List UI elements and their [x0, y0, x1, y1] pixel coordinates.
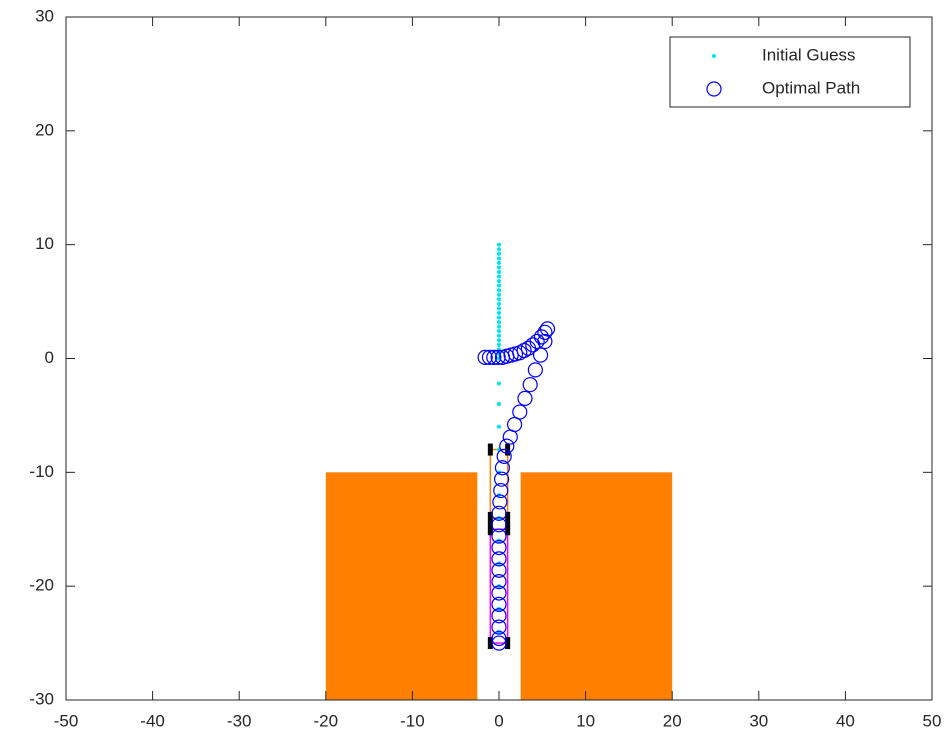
point — [539, 321, 556, 337]
point — [497, 342, 501, 347]
legend-label: Optimal Path — [762, 78, 860, 97]
x-tick-label: 10 — [576, 711, 595, 730]
point — [493, 471, 510, 487]
point — [491, 539, 507, 556]
point — [497, 292, 501, 297]
point — [491, 505, 507, 521]
point — [497, 320, 501, 325]
point — [491, 619, 507, 635]
y-tick-label: -20 — [29, 576, 54, 595]
point — [491, 585, 507, 601]
point — [477, 349, 493, 365]
wheel — [487, 511, 493, 524]
point — [527, 362, 543, 378]
point — [490, 349, 506, 365]
point — [497, 274, 501, 279]
point — [486, 349, 502, 365]
point — [491, 608, 507, 624]
legend-marker — [706, 81, 722, 97]
x-tick-label: 20 — [663, 711, 682, 730]
point — [533, 329, 550, 345]
point — [497, 333, 501, 338]
point — [497, 329, 501, 334]
point — [497, 247, 501, 252]
point — [497, 242, 501, 247]
x-tick-label: 40 — [836, 711, 855, 730]
point — [502, 429, 518, 445]
point — [496, 448, 512, 464]
point — [497, 288, 501, 293]
wheel — [505, 443, 511, 456]
y-tick-label: 20 — [35, 120, 54, 139]
point — [497, 269, 501, 274]
point — [497, 315, 501, 320]
wheel — [505, 523, 511, 536]
point — [497, 381, 501, 386]
wheel — [505, 637, 511, 650]
point — [497, 324, 501, 329]
point — [497, 402, 501, 407]
point — [497, 251, 501, 256]
point — [497, 260, 501, 265]
point — [532, 347, 549, 363]
point — [497, 306, 501, 311]
y-tick-label: 10 — [35, 234, 54, 253]
point — [499, 438, 515, 454]
point — [497, 424, 501, 429]
point — [497, 279, 501, 284]
point — [481, 349, 498, 365]
point — [537, 333, 553, 350]
legend-label: Initial Guess — [762, 45, 856, 64]
point — [537, 324, 553, 340]
point — [517, 390, 533, 406]
obstacle — [325, 472, 478, 700]
point — [491, 574, 507, 590]
x-tick-label: -40 — [140, 711, 165, 730]
wheel — [487, 523, 493, 536]
point — [497, 283, 501, 288]
point — [497, 297, 501, 302]
point — [491, 528, 507, 544]
y-tick-label: 30 — [35, 6, 54, 25]
y-tick-label: -30 — [29, 689, 54, 708]
point — [491, 596, 507, 612]
wheel — [505, 511, 511, 524]
point — [497, 338, 501, 343]
point — [525, 337, 541, 353]
point — [494, 460, 511, 476]
obstacle — [520, 472, 673, 700]
point — [491, 630, 507, 647]
point — [491, 551, 507, 567]
point — [491, 517, 507, 533]
wheel — [487, 443, 493, 456]
x-tick-label: -50 — [54, 711, 79, 730]
point — [492, 494, 508, 510]
y-tick-label: -10 — [29, 462, 54, 481]
point — [497, 256, 501, 261]
x-tick-label: -30 — [227, 711, 252, 730]
point — [491, 635, 507, 651]
x-tick-label: 0 — [494, 711, 503, 730]
point — [497, 265, 501, 270]
point — [522, 377, 538, 393]
legend-marker — [712, 54, 716, 58]
x-tick-label: 30 — [749, 711, 768, 730]
y-tick-label: 0 — [45, 348, 54, 367]
point — [497, 310, 501, 315]
x-tick-label: -10 — [400, 711, 425, 730]
x-tick-label: -20 — [314, 711, 339, 730]
point — [497, 301, 501, 306]
wheel — [487, 637, 493, 650]
x-tick-label: 50 — [923, 711, 942, 730]
point — [491, 562, 507, 578]
point — [493, 482, 509, 499]
